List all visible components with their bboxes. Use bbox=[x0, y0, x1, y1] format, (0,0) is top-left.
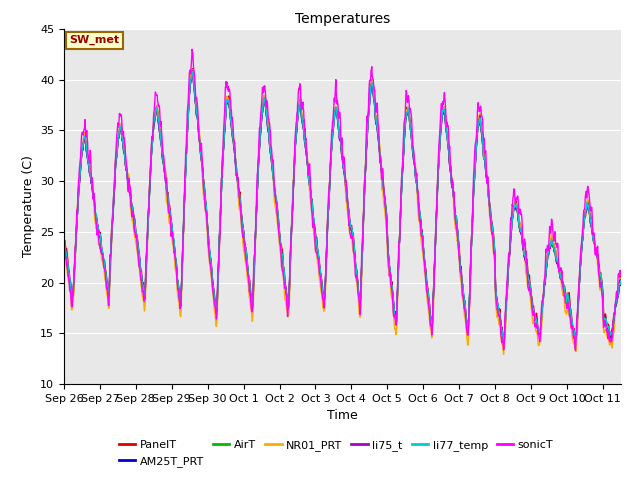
AM25T_PRT bbox=[60, 236, 68, 242]
X-axis label: Time: Time bbox=[327, 409, 358, 422]
NR01_PRT bbox=[221, 119, 229, 125]
sonicT bbox=[221, 96, 229, 101]
NR01_PRT bbox=[544, 250, 552, 255]
AirT bbox=[60, 237, 68, 242]
Line: PanelT: PanelT bbox=[64, 69, 621, 342]
sonicT bbox=[160, 156, 168, 162]
li77_temp bbox=[60, 236, 68, 241]
sonicT bbox=[171, 249, 179, 255]
Y-axis label: Temperature (C): Temperature (C) bbox=[22, 156, 35, 257]
li75_t bbox=[272, 192, 280, 197]
AirT bbox=[221, 122, 229, 128]
AM25T_PRT bbox=[188, 72, 196, 77]
NR01_PRT bbox=[160, 157, 168, 163]
li77_temp bbox=[272, 192, 280, 198]
li75_t bbox=[221, 122, 229, 128]
AM25T_PRT bbox=[221, 124, 229, 130]
Legend: PanelT, AM25T_PRT, AirT, NR01_PRT, li75_t, li77_temp, sonicT: PanelT, AM25T_PRT, AirT, NR01_PRT, li75_… bbox=[114, 436, 558, 471]
sonicT bbox=[572, 348, 579, 353]
li77_temp bbox=[617, 278, 625, 284]
AirT bbox=[482, 168, 490, 173]
PanelT bbox=[544, 250, 552, 256]
NR01_PRT bbox=[482, 160, 490, 166]
li75_t bbox=[160, 164, 168, 170]
Line: sonicT: sonicT bbox=[64, 49, 621, 350]
li77_temp bbox=[544, 252, 552, 258]
Title: Temperatures: Temperatures bbox=[295, 12, 390, 26]
NR01_PRT bbox=[188, 67, 196, 72]
PanelT bbox=[60, 236, 68, 241]
li75_t bbox=[500, 338, 508, 344]
AM25T_PRT bbox=[171, 245, 179, 251]
NR01_PRT bbox=[60, 247, 68, 253]
AM25T_PRT bbox=[160, 165, 168, 170]
sonicT bbox=[543, 242, 551, 248]
NR01_PRT bbox=[272, 205, 280, 211]
AirT bbox=[171, 246, 179, 252]
PanelT bbox=[171, 244, 179, 250]
li77_temp bbox=[171, 244, 179, 250]
Line: AM25T_PRT: AM25T_PRT bbox=[64, 74, 621, 344]
AM25T_PRT bbox=[500, 341, 508, 347]
PanelT bbox=[272, 194, 280, 200]
NR01_PRT bbox=[617, 275, 625, 281]
sonicT bbox=[482, 148, 490, 154]
li75_t bbox=[544, 254, 552, 260]
AM25T_PRT bbox=[544, 252, 552, 258]
AirT bbox=[617, 280, 625, 286]
li77_temp bbox=[221, 120, 229, 126]
AirT bbox=[544, 254, 552, 260]
AM25T_PRT bbox=[482, 168, 490, 174]
Line: li77_temp: li77_temp bbox=[64, 72, 621, 341]
AirT bbox=[500, 340, 508, 346]
sonicT bbox=[60, 231, 68, 237]
li75_t bbox=[189, 68, 196, 74]
Line: NR01_PRT: NR01_PRT bbox=[64, 70, 621, 354]
sonicT bbox=[188, 47, 196, 52]
li75_t bbox=[482, 166, 490, 171]
AM25T_PRT bbox=[272, 195, 280, 201]
Text: SW_met: SW_met bbox=[70, 35, 120, 45]
li75_t bbox=[617, 277, 625, 283]
li75_t bbox=[171, 245, 179, 251]
li77_temp bbox=[160, 164, 168, 169]
NR01_PRT bbox=[171, 256, 179, 262]
AirT bbox=[160, 165, 168, 170]
sonicT bbox=[272, 196, 280, 202]
Line: li75_t: li75_t bbox=[64, 71, 621, 341]
PanelT bbox=[160, 159, 168, 165]
PanelT bbox=[189, 66, 196, 72]
PanelT bbox=[221, 120, 229, 126]
NR01_PRT bbox=[500, 351, 508, 357]
sonicT bbox=[617, 270, 625, 276]
AM25T_PRT bbox=[617, 283, 625, 288]
PanelT bbox=[617, 276, 625, 281]
AirT bbox=[189, 72, 196, 77]
li77_temp bbox=[482, 165, 490, 171]
PanelT bbox=[482, 163, 490, 169]
li75_t bbox=[60, 234, 68, 240]
Line: AirT: AirT bbox=[64, 74, 621, 343]
PanelT bbox=[500, 339, 508, 345]
li77_temp bbox=[500, 338, 508, 344]
AirT bbox=[272, 194, 280, 200]
li77_temp bbox=[189, 69, 196, 74]
